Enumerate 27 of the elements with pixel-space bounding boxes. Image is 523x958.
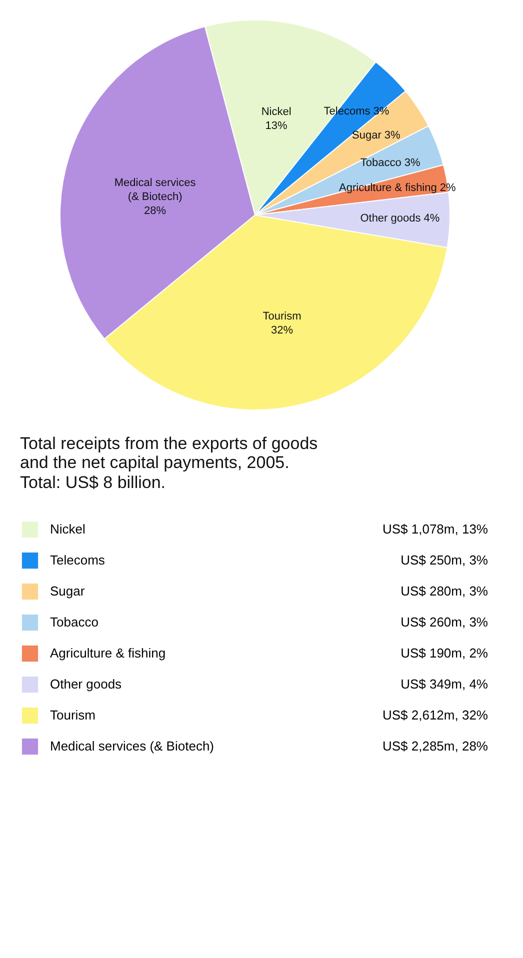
text: US$ 190m, 2%: [400, 646, 488, 660]
text: US$ 2,285m, 28%: [382, 738, 488, 754]
legend-label: Tourism: [50, 708, 96, 722]
legend-label: Medical services (& Biotech): [50, 738, 214, 754]
legend-label: Tobacco: [50, 614, 98, 630]
category-label: Sugar 3%: [352, 129, 400, 142]
legend-label: Agriculture & fishing: [50, 646, 166, 660]
text: US$ 250m, 3%: [400, 552, 488, 568]
slice-label: Medical services (& Biotech): [114, 176, 196, 203]
data-label: 32%: [270, 324, 294, 336]
slice-label: Tourism: [262, 310, 302, 322]
text: US$ 1,078m, 13%: [382, 522, 488, 536]
text: US$ 349m, 4%: [400, 676, 488, 692]
legend-label: Other goods: [50, 676, 122, 692]
legend-label: Telecoms: [50, 552, 106, 568]
category-label: Other goods 4%: [360, 212, 440, 225]
data-label: 13%: [265, 120, 288, 132]
text: US$ 2,612m, 32%: [382, 708, 488, 722]
data-label: 28%: [144, 204, 166, 217]
text: Total receipts from the exports of goods and the net capital payments, 2005.: [20, 434, 318, 472]
category-label: Tobacco 3%: [360, 156, 420, 169]
slice-label: Nickel: [261, 106, 292, 118]
text: US$ 280m, 3%: [400, 584, 488, 598]
legend-label: Sugar: [50, 584, 86, 598]
text: Total: US$ 8 billion.: [20, 473, 166, 492]
text: US$ 260m, 3%: [400, 614, 488, 630]
legend-label: Nickel: [50, 522, 86, 536]
